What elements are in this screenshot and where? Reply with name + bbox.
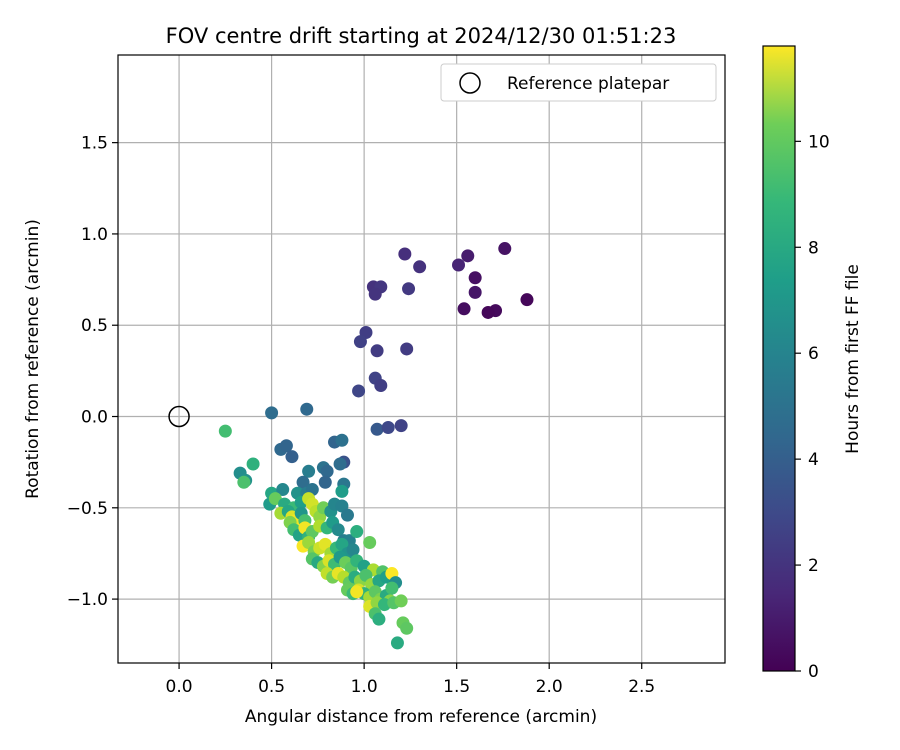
colorbar-tick-label: 0	[808, 662, 819, 682]
data-point	[218, 424, 232, 438]
data-point	[457, 302, 471, 316]
data-points	[218, 242, 534, 650]
data-point	[394, 594, 408, 608]
legend-marker-icon	[459, 72, 481, 94]
data-point	[346, 543, 360, 557]
colorbar-ticks: 0 2 4 6 8 10	[795, 132, 830, 682]
data-point	[335, 433, 349, 447]
data-point	[370, 344, 384, 358]
plot-background	[118, 55, 725, 663]
data-point	[413, 260, 427, 274]
data-point	[320, 464, 334, 478]
x-tick-label: 2.0	[536, 677, 563, 697]
data-point	[331, 523, 345, 537]
data-point	[350, 525, 364, 539]
colorbar-tick-label: 6	[808, 344, 819, 364]
data-point	[385, 581, 399, 595]
data-point	[398, 247, 412, 261]
y-ticks: −1.0 −0.5 0.0 0.5 1.0 1.5	[67, 134, 118, 610]
data-point	[335, 484, 349, 498]
colorbar-tick-label: 8	[808, 238, 819, 258]
data-point	[520, 293, 534, 307]
data-point	[318, 475, 332, 489]
data-point	[285, 450, 299, 464]
data-point	[452, 258, 466, 272]
data-point	[468, 271, 482, 285]
data-point	[296, 475, 310, 489]
data-point	[400, 342, 414, 356]
data-point	[302, 464, 316, 478]
data-point	[340, 508, 354, 522]
data-point	[481, 305, 495, 319]
data-point	[390, 636, 404, 650]
colorbar-tick-label: 2	[808, 556, 819, 576]
y-tick-label: 0.0	[81, 408, 108, 428]
data-point	[265, 406, 279, 420]
y-tick-label: 1.5	[81, 134, 108, 154]
data-point	[394, 419, 408, 433]
data-point	[276, 483, 290, 497]
colorbar-label: Hours from first FF file	[843, 264, 863, 454]
y-tick-label: −1.0	[67, 590, 108, 610]
colorbar: 0 2 4 6 8 10 Hours from first FF file	[762, 45, 863, 682]
data-point	[374, 378, 388, 392]
legend-label: Reference platepar	[507, 74, 669, 94]
data-point	[300, 402, 314, 416]
colorbar-gradient	[762, 45, 796, 672]
data-point	[363, 535, 377, 549]
data-point	[461, 249, 475, 263]
chart-title: FOV centre drift starting at 2024/12/30 …	[166, 24, 677, 48]
data-point	[333, 457, 347, 471]
plot-area: 0.0 0.5 1.0 1.5 2.0 2.5 −1.0 −0.5 0.0 0.5 1.0 1.5	[67, 54, 726, 697]
data-point	[468, 285, 482, 299]
colorbar-tick-label: 4	[808, 450, 819, 470]
grid-lines	[118, 55, 725, 663]
x-tick-label: 1.5	[443, 677, 470, 697]
y-tick-label: −0.5	[67, 499, 108, 519]
y-tick-label: 1.0	[81, 225, 108, 245]
x-tick-label: 0.0	[166, 677, 193, 697]
x-axis-label: Angular distance from reference (arcmin)	[245, 707, 597, 727]
x-ticks: 0.0 0.5 1.0 1.5 2.0 2.5	[166, 663, 655, 697]
data-point	[353, 335, 367, 349]
legend: Reference platepar	[440, 63, 717, 102]
plot-frame	[117, 54, 726, 664]
data-point	[370, 422, 384, 436]
data-point	[402, 282, 416, 296]
data-point	[498, 242, 512, 256]
data-point	[400, 621, 414, 635]
x-tick-label: 1.0	[351, 677, 378, 697]
data-point	[350, 585, 364, 599]
data-point	[352, 384, 366, 398]
data-point	[237, 475, 251, 489]
y-axis-label: Rotation from reference (arcmin)	[23, 219, 43, 499]
legend-box	[440, 63, 717, 102]
data-point	[368, 287, 382, 301]
x-tick-label: 0.5	[258, 677, 285, 697]
colorbar-tick-label: 10	[808, 132, 830, 152]
reference-marker	[168, 405, 190, 428]
data-point	[246, 457, 260, 471]
data-point	[279, 439, 293, 453]
y-tick-label: 0.5	[81, 316, 108, 336]
data-point	[372, 612, 386, 626]
x-tick-label: 2.5	[628, 677, 655, 697]
data-point	[381, 420, 395, 434]
